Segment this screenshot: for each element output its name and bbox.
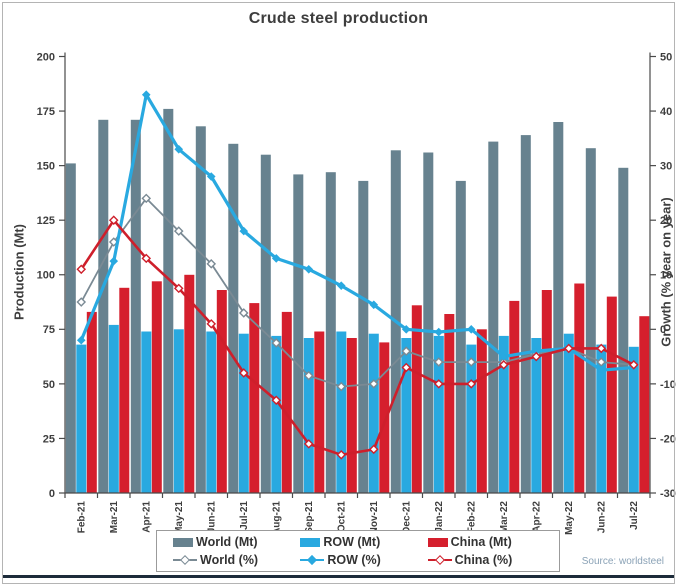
legend-label-china-mt: China (Mt) [450,535,512,549]
svg-text:Feb-21: Feb-21 [77,501,88,534]
svg-text:Jan-22: Jan-22 [434,501,445,533]
axes [59,52,656,498]
svg-text:Jun-21: Jun-21 [207,501,218,534]
svg-text:125: 125 [37,215,55,227]
china-mt-swatch-icon [427,537,448,547]
legend-label-row-pct: ROW (%) [327,553,381,567]
right-axis-tick-labels: -30 -20 -10 0 10 20 30 40 50 [660,51,676,500]
svg-text:Apr-22: Apr-22 [532,501,543,533]
svg-text:30: 30 [660,160,672,172]
svg-text:Oct-21: Oct-21 [337,501,348,533]
svg-text:25: 25 [43,433,55,445]
svg-text:Aug-21: Aug-21 [272,501,283,535]
legend-label-world-pct: World (%) [200,553,259,567]
bars-row-mt [76,324,639,493]
x-axis-tick-labels: Feb-21 Mar-21 Apr-21 May-21 Jun-21 Jul-21 Aug-… [77,501,640,535]
svg-text:150: 150 [37,160,55,172]
legend-label-row-mt: ROW (Mt) [323,535,381,549]
row-mt-swatch-icon [300,537,321,547]
svg-text:100: 100 [37,270,55,282]
page-title: Crude steel production [248,10,429,27]
legend-item-china-pct: China (%) [427,553,555,567]
svg-text:Apr-21: Apr-21 [142,501,153,533]
row-pct-swatch-icon [300,555,325,565]
legend: World (Mt) ROW (Mt) China (Mt) World (%)… [156,530,560,572]
svg-text:Nov-21: Nov-21 [369,501,380,535]
left-axis-title: Production (Mt) [11,223,27,321]
svg-text:0: 0 [49,488,55,500]
svg-text:Jun-22: Jun-22 [597,501,608,534]
svg-text:Jul-21: Jul-21 [239,501,250,530]
svg-text:50: 50 [660,51,672,63]
svg-text:-10: -10 [660,379,676,391]
world-pct-swatch-icon [173,555,197,565]
svg-text:10: 10 [660,270,672,282]
legend-item-world-mt: World (Mt) [173,535,300,549]
bars-china-mt [86,274,650,494]
svg-text:20: 20 [660,215,672,227]
bottom-border [2,575,675,578]
legend-item-row-pct: ROW (%) [300,553,427,567]
line-china [76,215,639,460]
right-axis-title: Growth (% year on year) [658,197,674,347]
svg-text:May-21: May-21 [174,501,185,535]
line-world [76,193,639,392]
svg-text:0: 0 [660,324,666,336]
legend-item-row-mt: ROW (Mt) [300,535,427,549]
svg-text:Dec-21: Dec-21 [402,501,413,534]
legend-item-china-mt: China (Mt) [427,535,555,549]
svg-text:-20: -20 [660,433,676,445]
svg-text:Mar-21: Mar-21 [109,501,120,534]
svg-text:40: 40 [660,106,672,118]
world-mt-swatch-icon [173,537,193,547]
china-pct-swatch-icon [427,555,452,565]
svg-text:Sep-21: Sep-21 [304,501,315,534]
svg-text:May-22: May-22 [564,501,575,535]
legend-item-world-pct: World (%) [173,553,300,567]
svg-text:Feb-22: Feb-22 [467,501,478,534]
svg-text:Mar-22: Mar-22 [499,501,510,534]
legend-label-china-pct: China (%) [454,553,513,567]
source-note: Source: worldsteel [581,556,664,567]
legend-label-world-mt: World (Mt) [196,535,258,549]
svg-text:75: 75 [43,324,55,336]
svg-text:50: 50 [43,379,55,391]
left-axis-tick-labels: 0 25 50 75 100 125 150 175 200 [37,51,55,500]
svg-text:175: 175 [37,106,55,118]
svg-text:200: 200 [37,51,55,63]
svg-text:Jul-22: Jul-22 [629,501,640,530]
svg-text:-30: -30 [660,488,676,500]
